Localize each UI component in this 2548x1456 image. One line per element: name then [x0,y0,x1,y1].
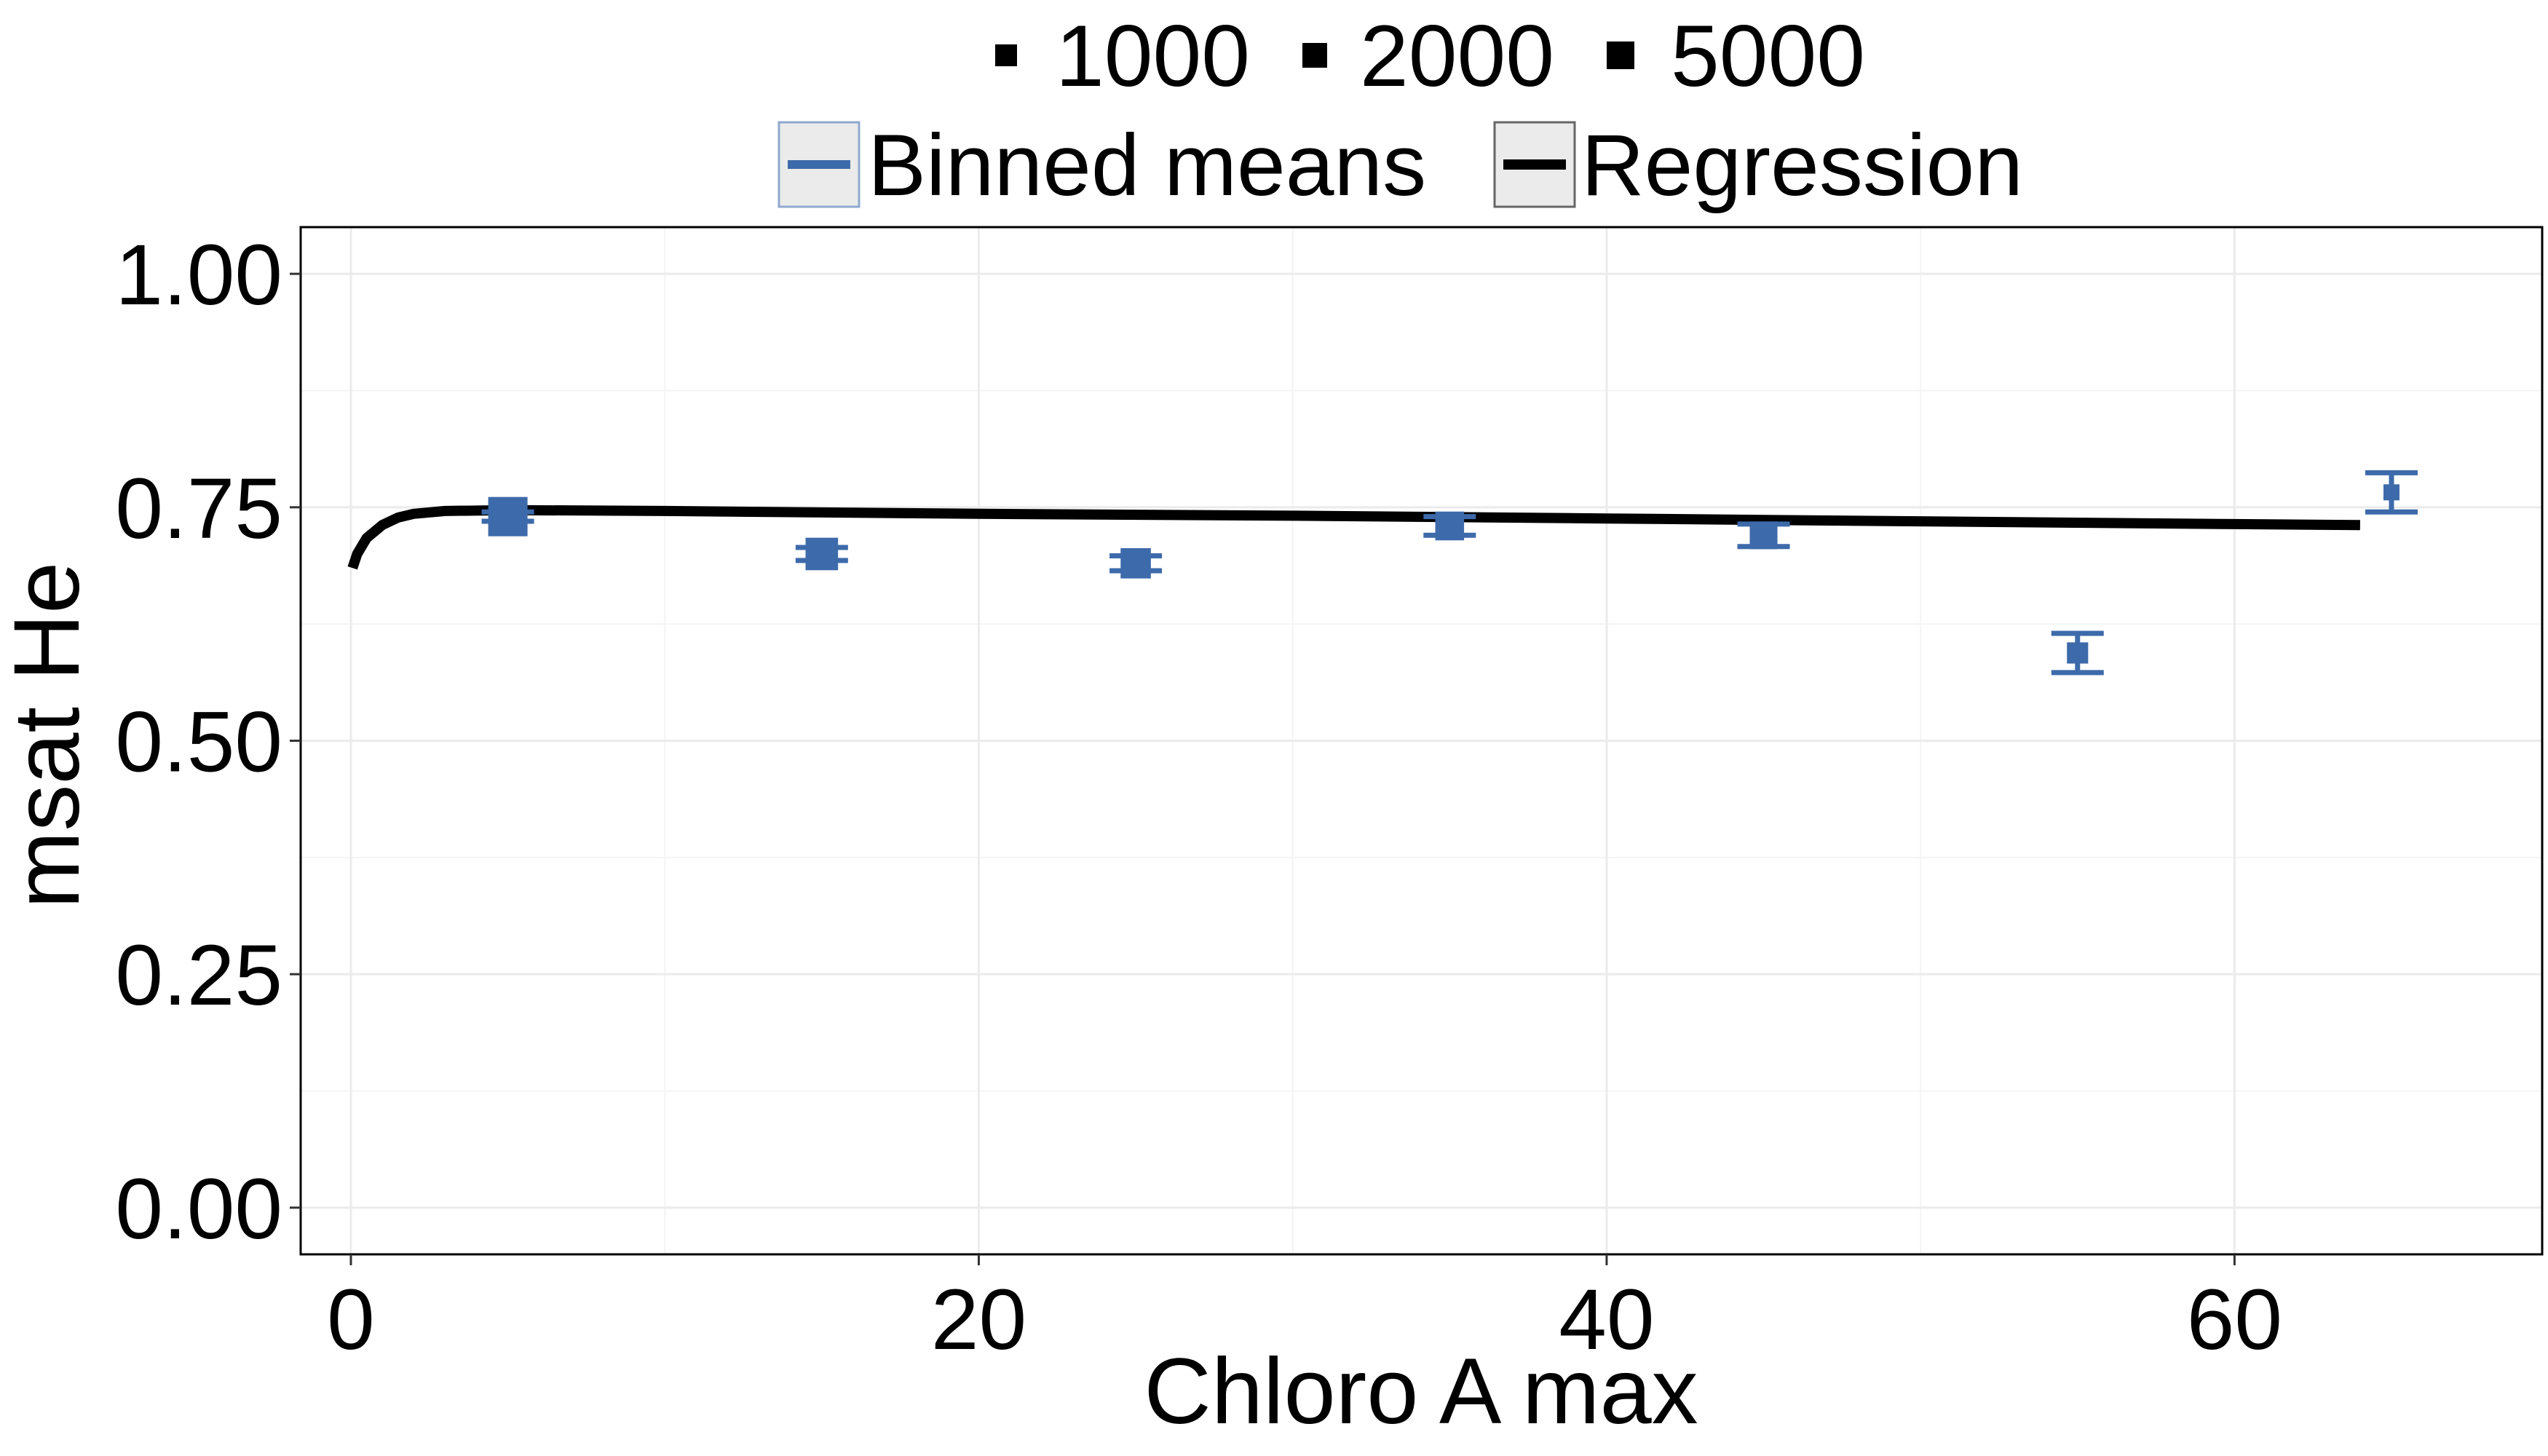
regression-layer [347,505,2360,570]
binned-mean-point [481,496,534,537]
binned-mean-marker [1435,511,1465,541]
legend-size-item: 2000 [1302,7,1554,105]
legend-size-item: 1000 [995,7,1250,105]
legend-size-marker [995,44,1017,66]
binned-mean-point [1737,521,1790,550]
y-axis-ticks: 0.00 0.25 0.50 0.75 1.00 [115,227,301,1257]
y-tick-label: 0.25 [115,927,282,1024]
x-tick-label: 60 [2187,1272,2282,1368]
binned-mean-point [1109,547,1163,579]
grid-minor [301,227,2542,1254]
legend-lines: Binned means Regression [778,116,2023,214]
legend-line-label: Binned means [868,116,1426,214]
legend-line-item: Regression [1493,116,2023,214]
legend-size-label: 2000 [1360,7,1554,105]
binned-mean-point [2051,630,2104,676]
y-tick-label: 0.75 [115,461,282,557]
binned-mean-marker [1120,547,1151,579]
binned-mean-marker [1749,521,1778,550]
legend-size-label: 1000 [1056,7,1250,105]
binned-mean-marker [2067,642,2089,664]
points-layer [481,470,2418,676]
binned-mean-marker [488,496,528,537]
x-tick-label: 20 [931,1272,1026,1368]
legend-size-item: 5000 [1607,7,1865,105]
legend-size: 1000 2000 5000 [995,7,1865,105]
legend-size-marker [1302,43,1327,68]
regression-line [347,505,2360,570]
y-tick-label: 0.50 [115,695,282,791]
grid-major [301,227,2542,1254]
x-tick-label: 40 [1559,1272,1654,1368]
x-tick-label: 0 [327,1272,375,1368]
binned-mean-marker [805,537,839,571]
legend-line-label: Regression [1581,116,2023,214]
y-axis-label: msat He [0,562,99,909]
legend-size-marker [1607,41,1634,69]
y-tick-label: 1.00 [115,227,282,323]
binned-mean-point [795,537,848,571]
x-axis-ticks: 0 20 40 60 [327,1254,2282,1368]
binned-mean-point [2365,470,2418,515]
binned-mean-marker [2383,484,2400,501]
legend-size-label: 5000 [1671,7,1865,105]
binned-mean-point [1423,511,1476,541]
y-tick-label: 0.00 [115,1161,282,1257]
legend-line-item: Binned means [778,116,1426,214]
x-axis-label: Chloro A max [1144,1340,1698,1444]
